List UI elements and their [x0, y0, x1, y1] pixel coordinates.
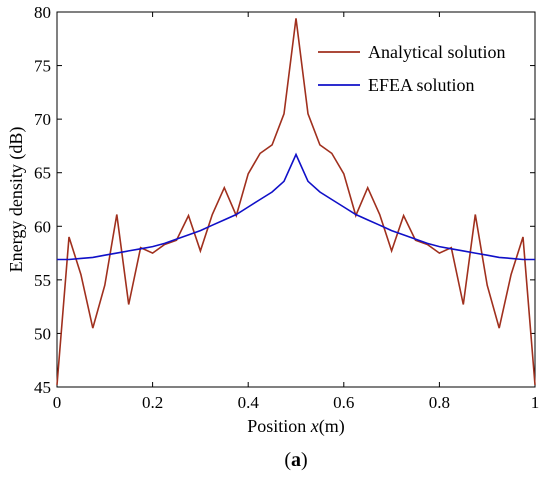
y-tick-label: 50 — [34, 324, 51, 343]
y-tick-label: 65 — [34, 164, 51, 183]
x-tick-label: 0 — [53, 393, 62, 412]
y-tick-label: 45 — [34, 378, 51, 397]
y-axis-label: Energy density (dB) — [6, 127, 27, 273]
panel-label: (a) — [284, 449, 307, 471]
panel-label-letter: a — [291, 449, 301, 471]
plot-frame — [56, 11, 536, 388]
axis-ticks: 0 0.2 0.4 0.6 0.8 1 45 50 55 60 65 70 75 80 — [34, 3, 539, 412]
x-tick-label: 0.2 — [142, 393, 163, 412]
x-axis-label-prefix: Position — [247, 416, 311, 436]
panel-label-open: ( — [284, 449, 291, 471]
y-tick-label: 70 — [34, 110, 51, 129]
legend-label-analytical: Analytical solution — [368, 42, 505, 62]
efea-solution-line — [57, 152, 535, 261]
legend-label-efea: EFEA solution — [368, 75, 475, 95]
x-tick-label: 0.8 — [429, 393, 450, 412]
x-tick-label: 0.6 — [333, 393, 354, 412]
panel-label-close: ) — [301, 449, 308, 471]
x-axis-label-variable: x — [310, 416, 319, 436]
x-axis-label: Position x(m) — [247, 416, 345, 437]
y-tick-label: 60 — [34, 217, 51, 236]
x-axis-label-unit: (m) — [319, 416, 345, 437]
x-tick-label: 1 — [531, 393, 540, 412]
x-tick-label: 0.4 — [238, 393, 260, 412]
y-tick-label: 55 — [34, 271, 51, 290]
y-tick-label: 80 — [34, 3, 51, 22]
analytical-solution-line — [56, 18, 536, 385]
legend: Analytical solution EFEA solution — [318, 42, 505, 95]
y-tick-label: 75 — [34, 57, 51, 76]
series-lines — [56, 18, 536, 385]
